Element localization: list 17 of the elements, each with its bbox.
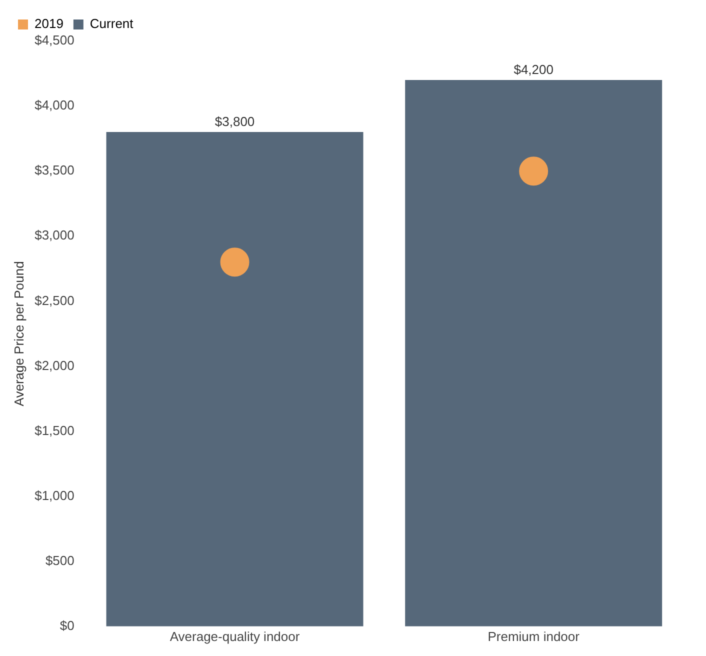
y-tick-label: $4,500 — [34, 32, 74, 48]
y-tick-label: $0 — [60, 618, 74, 633]
legend-label: Current — [90, 16, 134, 32]
x-tick-label: Premium indoor — [488, 628, 580, 644]
y-axis-title: Average Price per Pound — [11, 261, 26, 406]
y-tick-label: $500 — [45, 552, 74, 568]
x-tick-label: Average-quality indoor — [170, 628, 300, 644]
legend-label: 2019 — [34, 16, 64, 32]
y-tick-label: $1,500 — [34, 422, 74, 438]
y-tick-label: $1,000 — [34, 488, 74, 503]
data-label: $4,200 — [514, 62, 554, 78]
y-tick-label: $2,500 — [34, 292, 74, 308]
data-label: $3,800 — [214, 114, 255, 130]
y-tick-label: $4,000 — [34, 98, 74, 113]
y-tick-label: $2,000 — [34, 358, 74, 373]
y-tick-label: $3,500 — [34, 162, 74, 178]
y-tick-label: $3,000 — [34, 228, 74, 243]
